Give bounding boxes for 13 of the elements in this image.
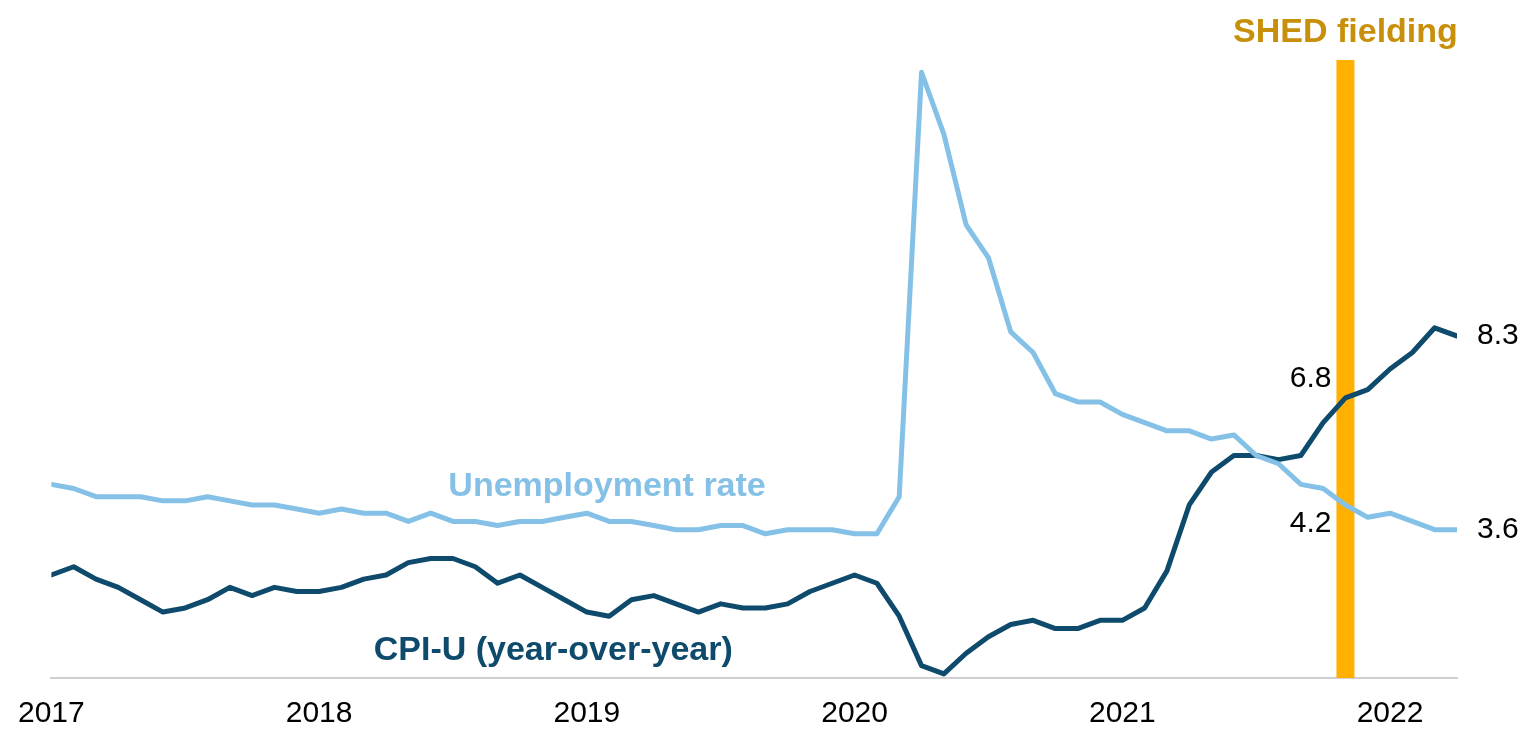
data-label: 3.6 [1477, 510, 1519, 544]
x-tick-label: 2022 [1356, 695, 1424, 729]
x-tick-label: 2018 [285, 695, 353, 729]
data-label: 6.8 [1289, 360, 1332, 394]
x-tick-label: 2019 [553, 695, 621, 729]
ref-line-label: SHED fielding [1233, 11, 1458, 50]
x-tick-label: 2017 [17, 695, 85, 729]
x-tick-label: 2020 [821, 695, 888, 729]
data-label: 8.3 [1477, 317, 1519, 351]
series-label: Unemployment rate [448, 464, 766, 503]
x-tick-label: 2021 [1088, 695, 1156, 729]
series-label: CPI-U (year-over-year) [373, 629, 733, 668]
data-label: 4.2 [1289, 505, 1332, 539]
